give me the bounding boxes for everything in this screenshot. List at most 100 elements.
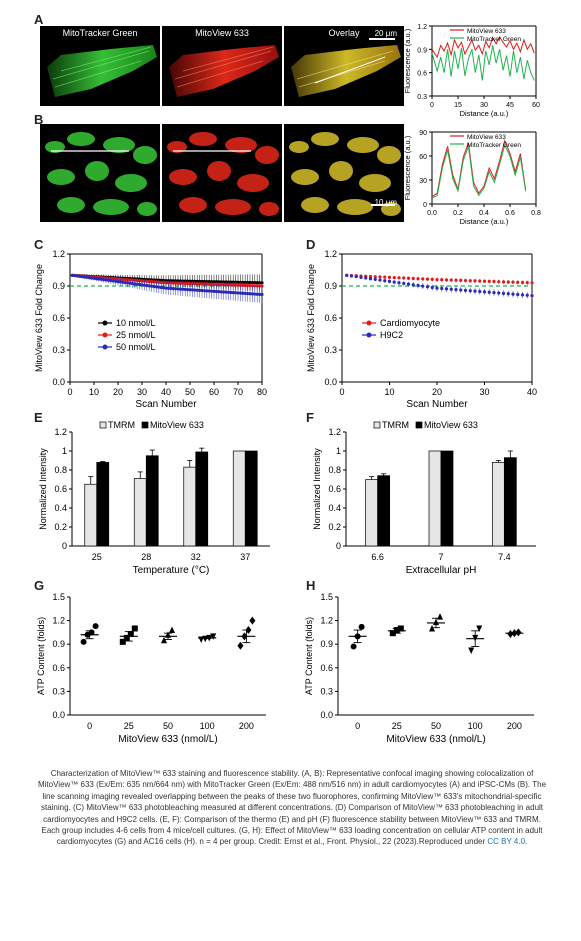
data-point xyxy=(237,641,244,650)
x-tick-label: 10 xyxy=(89,387,99,397)
data-point xyxy=(473,289,477,293)
y-axis-label: Normalized Intensity xyxy=(38,448,48,530)
x-axis-label: Scan Number xyxy=(135,399,197,410)
micrograph-a-green: MitoTracker Green xyxy=(40,26,160,106)
micro-title: MitoTracker Green xyxy=(62,28,138,38)
data-point xyxy=(178,287,182,291)
data-point xyxy=(520,293,525,297)
data-point xyxy=(200,288,204,293)
data-point xyxy=(359,275,363,279)
data-point xyxy=(454,288,458,292)
data-point xyxy=(162,286,166,290)
data-point xyxy=(193,288,197,292)
data-point xyxy=(258,292,262,296)
micrograph-a-red: MitoView 633 xyxy=(162,26,282,106)
micro-title: MitoView 633 xyxy=(195,28,249,38)
x-tick-label: 0.4 xyxy=(479,210,489,217)
data-point xyxy=(440,278,444,282)
data-point xyxy=(530,294,534,298)
data-point xyxy=(530,281,534,285)
y-tick-label: 1.2 xyxy=(324,249,337,259)
cell-image xyxy=(167,132,279,216)
data-point xyxy=(166,286,170,290)
data-point xyxy=(478,279,482,283)
legend-swatch xyxy=(415,421,423,429)
data-point xyxy=(169,626,175,634)
data-point xyxy=(106,278,110,282)
data-point xyxy=(164,286,168,290)
data-point xyxy=(157,285,161,289)
data-point xyxy=(236,291,240,295)
data-point xyxy=(176,287,180,291)
y-tick-label: 0.0 xyxy=(52,710,65,720)
data-point xyxy=(85,275,89,279)
data-point xyxy=(130,281,134,286)
data-point xyxy=(421,277,425,281)
bar-mitoview xyxy=(503,457,517,547)
x-tick-label: 25 xyxy=(124,721,134,731)
data-point xyxy=(249,616,256,625)
data-point xyxy=(435,278,439,282)
y-tick-label: 0.3 xyxy=(324,345,337,355)
data-point xyxy=(116,279,120,284)
y-tick-label: 0.9 xyxy=(320,639,333,649)
data-point xyxy=(516,280,520,284)
license-link[interactable]: CC BY 4.0 xyxy=(487,837,526,847)
y-tick-label: 0.3 xyxy=(417,94,427,101)
data-point xyxy=(378,275,382,279)
data-point xyxy=(190,288,194,292)
data-point xyxy=(354,275,358,279)
data-point xyxy=(80,638,87,645)
data-point xyxy=(511,280,515,284)
data-point xyxy=(497,291,501,295)
data-point xyxy=(80,275,84,279)
data-point xyxy=(255,292,259,296)
legend-label: TMRM xyxy=(108,420,135,430)
x-tick-label: 50 xyxy=(431,721,441,731)
series-cardiomyocyte xyxy=(345,273,534,285)
legend-label: H9C2 xyxy=(380,330,403,340)
y-tick-label: 0.6 xyxy=(52,663,65,673)
cell-image xyxy=(289,132,401,216)
x-tick-label: 6.6 xyxy=(371,552,384,562)
panel-label-c: C xyxy=(34,237,44,252)
y-tick-label: 0.0 xyxy=(324,377,337,387)
data-point xyxy=(99,277,103,281)
data-point xyxy=(368,277,373,281)
data-point xyxy=(140,283,144,287)
data-point xyxy=(487,290,491,294)
bar-tmrm xyxy=(365,479,379,547)
data-point xyxy=(501,291,506,295)
data-point xyxy=(416,277,420,281)
data-point xyxy=(368,274,373,279)
x-tick-label: 37 xyxy=(240,552,250,562)
series-h9c2 xyxy=(345,273,534,299)
data-point xyxy=(454,278,458,282)
micrograph-b-red xyxy=(162,124,282,222)
y-axis-label: ATP Content (folds) xyxy=(304,617,314,695)
data-point xyxy=(392,275,396,280)
y-tick-label: 0.2 xyxy=(54,522,67,532)
data-point xyxy=(425,285,430,289)
data-point xyxy=(217,290,221,294)
chart-F: 0 0.2 0.4 0.6 0.8 1 1.2 6.6 7 7.4 TMRM MitoView 633… xyxy=(312,420,536,576)
data-point xyxy=(444,287,449,291)
data-point xyxy=(92,276,96,280)
x-tick-label: 80 xyxy=(257,387,267,397)
x-tick-label: 20 xyxy=(432,387,442,397)
x-tick-label: 70 xyxy=(233,387,243,397)
bar-mitoview xyxy=(195,451,209,547)
data-point xyxy=(463,288,468,292)
data-point xyxy=(102,278,106,282)
data-point xyxy=(473,279,477,283)
data-point xyxy=(222,290,226,294)
data-point xyxy=(345,273,349,277)
legend-label: 10 nmol/L xyxy=(116,318,156,328)
figure-caption: Characterization of MitoView™ 633 staini… xyxy=(34,768,550,848)
data-point xyxy=(212,289,216,293)
y-tick-label: 1.2 xyxy=(417,24,427,31)
x-tick-label: 25 xyxy=(92,552,102,562)
data-point xyxy=(159,285,163,290)
data-point xyxy=(183,287,187,292)
